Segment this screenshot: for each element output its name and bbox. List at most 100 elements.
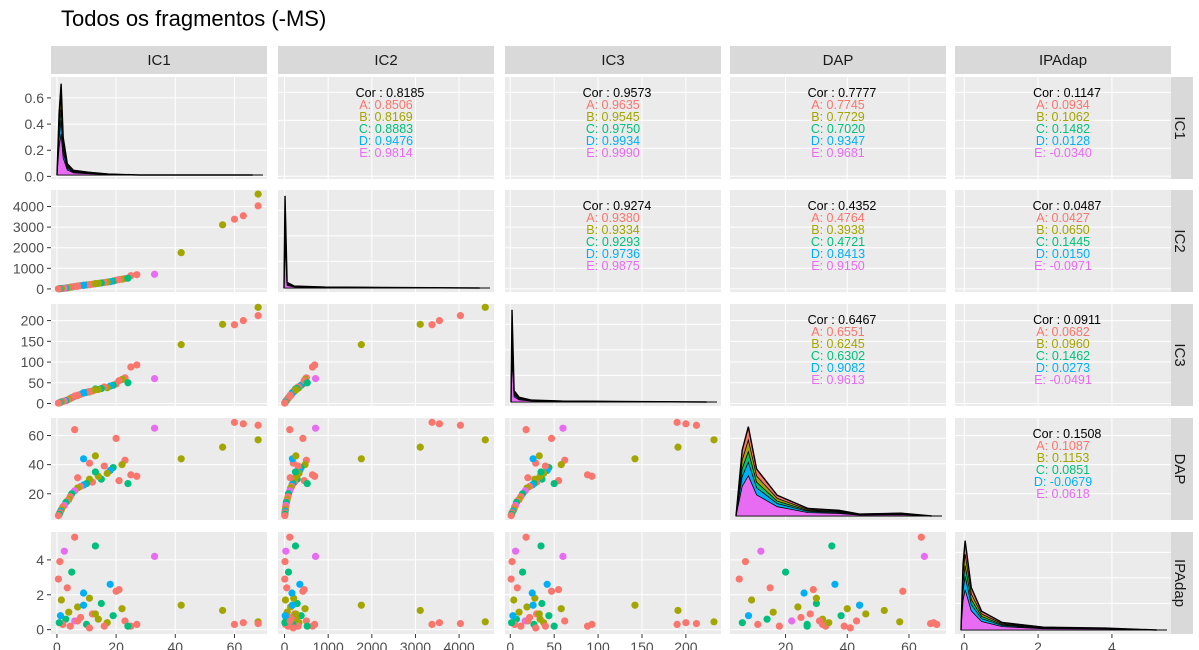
scatter-point bbox=[692, 619, 701, 628]
correlation-group-D: D: 0.8413 bbox=[811, 247, 865, 261]
scatter-point bbox=[528, 589, 536, 597]
scatter-point bbox=[511, 547, 520, 555]
scatter-point bbox=[766, 584, 774, 592]
density-line-overall bbox=[56, 83, 253, 176]
y-tick-label-IC2: 1000 bbox=[13, 260, 44, 276]
correlation-overall: Cor : 0.1147 bbox=[1033, 86, 1101, 100]
scatter-point bbox=[133, 361, 141, 369]
scatter-point bbox=[100, 462, 108, 470]
scatter-point bbox=[917, 533, 925, 541]
scatter-point bbox=[85, 624, 94, 632]
correlation-group-B: B: 0.7729 bbox=[811, 110, 865, 124]
correlation-group-C: C: 0.1482 bbox=[1036, 122, 1090, 136]
scatter-point bbox=[541, 462, 549, 470]
scatter-point bbox=[524, 474, 532, 482]
scatter-point bbox=[103, 469, 111, 477]
density-area-E bbox=[283, 246, 490, 289]
scatter-point bbox=[133, 271, 141, 279]
scatter-point bbox=[296, 580, 304, 588]
scatter-point bbox=[74, 603, 82, 611]
scatter-point bbox=[150, 270, 159, 278]
scatter-point bbox=[127, 471, 135, 479]
scatter-point bbox=[115, 477, 123, 485]
density-area-E bbox=[56, 133, 263, 176]
y-tick-label-DAP: 60 bbox=[28, 427, 44, 443]
scatter-point bbox=[283, 584, 291, 592]
scatter-point bbox=[800, 589, 808, 597]
y-tick-label-IC1: 0.0 bbox=[25, 168, 45, 184]
scatter-point bbox=[109, 612, 117, 620]
scatter-point bbox=[673, 620, 681, 629]
correlation-overall: Cor : 0.9274 bbox=[583, 199, 652, 213]
scatter-point bbox=[219, 606, 227, 615]
scatter-point bbox=[118, 605, 126, 613]
scatter-point bbox=[507, 512, 515, 520]
correlation-group-E: E: 0.0618 bbox=[1036, 487, 1090, 501]
y-tick-label-IC3: 100 bbox=[21, 354, 45, 370]
correlation-group-B: B: 0.1153 bbox=[1037, 451, 1090, 465]
y-tick-label-IC2: 2000 bbox=[13, 240, 44, 256]
y-tick-label-IPAdap: 2 bbox=[36, 587, 44, 603]
correlation-group-E: E: 0.9150 bbox=[811, 259, 865, 273]
x-tick-label-IC3: 100 bbox=[586, 639, 610, 650]
x-tick-label-DAP: 60 bbox=[901, 639, 917, 650]
scatter-point bbox=[230, 215, 239, 223]
x-tick-label-DAP: 20 bbox=[778, 639, 794, 650]
x-tick-label-IC1: 60 bbox=[227, 639, 243, 650]
correlation-group-E: E: -0.0971 bbox=[1034, 259, 1092, 273]
scatter-point bbox=[920, 552, 929, 561]
scatter-point bbox=[239, 316, 247, 325]
scatter-point bbox=[230, 321, 239, 329]
scatter-point bbox=[428, 321, 436, 329]
strip-right-label-IC1: IC1 bbox=[1171, 116, 1188, 139]
correlation-group-C: C: 0.9293 bbox=[586, 235, 640, 249]
correlation-overall: Cor : 0.8185 bbox=[356, 86, 425, 100]
scatter-point bbox=[416, 606, 424, 615]
x-tick-label-DAP: 40 bbox=[839, 639, 855, 650]
scatter-point bbox=[523, 603, 531, 611]
x-tick-label-IC2: 4000 bbox=[444, 639, 475, 650]
density-area-E bbox=[735, 474, 942, 517]
scatter-point bbox=[831, 580, 839, 588]
scatter-point bbox=[60, 547, 68, 555]
scatter-point bbox=[513, 584, 521, 592]
scatter-point bbox=[66, 622, 74, 630]
x-tick-label-IPAdap: 4 bbox=[1108, 639, 1116, 650]
scatter-point bbox=[239, 619, 247, 627]
correlation-group-A: A: 0.0682 bbox=[1036, 325, 1090, 339]
scatter-point bbox=[79, 281, 88, 289]
scatter-point bbox=[357, 601, 365, 609]
scatter-point bbox=[710, 436, 718, 444]
strip-right-label-DAP: DAP bbox=[1171, 454, 1188, 485]
scatter-point bbox=[517, 622, 525, 630]
x-tick-label-IC2: 1000 bbox=[313, 639, 344, 650]
scatter-point bbox=[529, 601, 537, 609]
scatter-point bbox=[825, 619, 833, 627]
y-tick-label-DAP: 40 bbox=[28, 457, 44, 473]
scatter-point bbox=[757, 547, 765, 555]
strip-label-IPAdap: IPAdap bbox=[1039, 52, 1087, 69]
x-tick-label-IC1: 0 bbox=[53, 639, 61, 650]
scatter-point bbox=[289, 624, 297, 632]
scatter-point bbox=[300, 585, 308, 594]
x-tick-label-IC1: 20 bbox=[108, 639, 124, 650]
scatter-point bbox=[794, 603, 802, 611]
correlation-group-B: B: 0.0650 bbox=[1036, 223, 1090, 237]
scatter-point bbox=[177, 249, 185, 257]
correlation-group-E: E: 0.9990 bbox=[586, 146, 640, 160]
scatter-point bbox=[286, 617, 294, 625]
panel-IC2-IC2 bbox=[278, 190, 494, 292]
scatter-point bbox=[91, 386, 99, 394]
y-tick-label-IC1: 0.6 bbox=[25, 90, 45, 106]
scatter-point bbox=[288, 601, 296, 609]
scatter-point bbox=[547, 434, 556, 442]
scatter-point bbox=[781, 568, 790, 576]
correlation-group-E: E: 0.9875 bbox=[586, 259, 640, 273]
scatter-point bbox=[177, 601, 185, 609]
scatter-point bbox=[738, 619, 746, 627]
correlation-group-D: D: 0.0150 bbox=[1036, 247, 1090, 261]
correlation-group-D: D: 0.9476 bbox=[359, 134, 413, 148]
correlation-group-E: E: 0.9681 bbox=[811, 146, 865, 160]
y-tick-label-IC3: 50 bbox=[28, 375, 44, 391]
y-tick-label-IC1: 0.2 bbox=[25, 142, 45, 158]
